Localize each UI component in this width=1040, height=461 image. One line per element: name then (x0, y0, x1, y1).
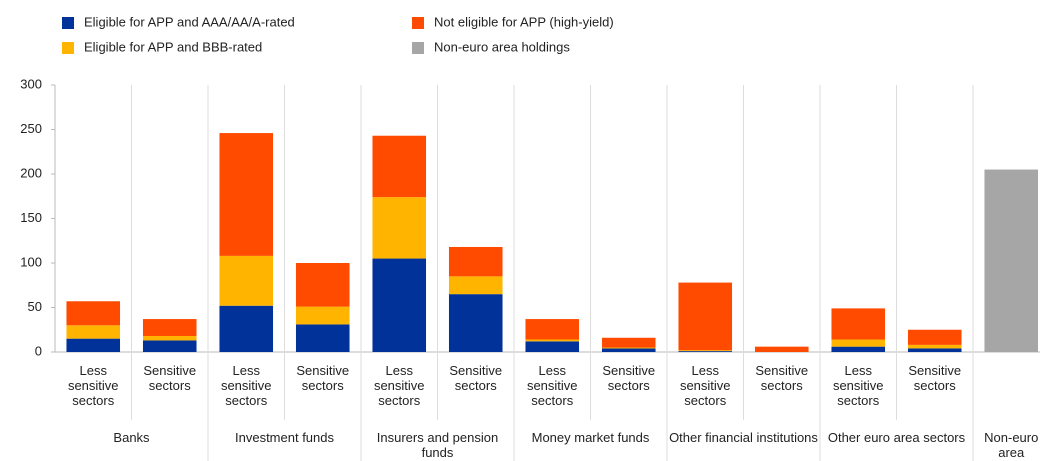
group-label: Insurers and pension funds (376, 430, 499, 460)
legend-swatch (412, 42, 424, 54)
bar-segment (678, 282, 733, 351)
group-label: Non-euro area (984, 430, 1039, 460)
bar-segment (295, 263, 350, 307)
bar-segment (372, 197, 427, 259)
x-tick-label: Less sensitive sectors (220, 363, 272, 408)
bar-segment (66, 338, 121, 352)
bar-segment (219, 133, 274, 256)
bar-segment (601, 348, 656, 352)
bar-segment (372, 258, 427, 352)
bar-segment (372, 135, 427, 198)
y-tick-label: 200 (20, 165, 42, 180)
bar-segment (831, 346, 886, 352)
x-tick-label: Less sensitive sectors (832, 363, 884, 408)
x-tick-label: Sensitive sectors (143, 363, 197, 393)
legend-swatch (62, 17, 74, 29)
bar-segment (219, 255, 274, 306)
bar-segment (448, 246, 503, 277)
bar-segment (66, 301, 121, 326)
bar-segment (448, 276, 503, 295)
x-tick-label: Sensitive sectors (755, 363, 809, 393)
bar-segment (907, 329, 962, 345)
bar-segment (66, 325, 121, 339)
x-tick-label: Less sensitive sectors (679, 363, 731, 408)
bar-segment (295, 306, 350, 325)
bar-segment (678, 350, 733, 352)
x-tick-label: Sensitive sectors (296, 363, 350, 393)
bar-segment (907, 344, 962, 349)
bar-segment (142, 335, 197, 341)
legend-label: Non-euro area holdings (434, 39, 570, 54)
group-label: Investment funds (235, 430, 334, 445)
bar-segment (448, 294, 503, 352)
bar-segment (142, 319, 197, 336)
bar-segment (678, 351, 733, 352)
y-tick-label: 250 (20, 121, 42, 136)
legend-swatch (62, 42, 74, 54)
bar-segment (601, 337, 656, 348)
legend-label: Eligible for APP and BBB-rated (84, 39, 262, 54)
bar-segment (907, 348, 962, 352)
x-tick-label: Less sensitive sectors (67, 363, 119, 408)
group-label: Other euro area sectors (827, 430, 966, 445)
legend-label: Not eligible for APP (high-yield) (434, 14, 614, 29)
y-tick-label: 300 (20, 76, 42, 91)
bar-segment (984, 169, 1039, 352)
bar-segment (831, 308, 886, 340)
bar-segment (525, 319, 580, 340)
x-tick-label: Sensitive sectors (602, 363, 656, 393)
bar-segment (219, 305, 274, 352)
legend-swatch (412, 17, 424, 29)
bar-segment (525, 339, 580, 342)
group-label: Money market funds (531, 430, 650, 445)
bar-segment (142, 340, 197, 352)
y-tick-label: 150 (20, 210, 42, 225)
bar-segment (295, 324, 350, 352)
bar-segment (601, 347, 656, 349)
y-tick-label: 0 (35, 343, 42, 358)
x-tick-label: Sensitive sectors (449, 363, 503, 393)
bar-segment (754, 346, 809, 352)
y-tick-label: 100 (20, 254, 42, 269)
bar-segment (831, 339, 886, 347)
group-label: Banks (113, 430, 150, 445)
legend-label: Eligible for APP and AAA/AA/A-rated (84, 14, 295, 29)
x-tick-label: Less sensitive sectors (526, 363, 578, 408)
bar-segment (525, 341, 580, 352)
x-tick-label: Less sensitive sectors (373, 363, 425, 408)
y-tick-label: 50 (28, 299, 42, 314)
x-tick-label: Sensitive sectors (908, 363, 962, 393)
group-label: Other financial institutions (669, 430, 818, 445)
